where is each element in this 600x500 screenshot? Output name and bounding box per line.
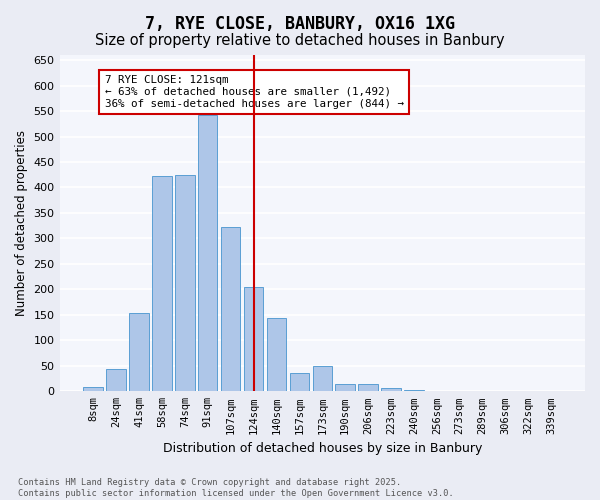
Bar [267, 318, 286, 392]
Bar [83, 387, 103, 392]
Bar [358, 384, 378, 392]
Text: Contains HM Land Registry data © Crown copyright and database right 2025.
Contai: Contains HM Land Registry data © Crown c… [18, 478, 454, 498]
Bar [496, 391, 515, 392]
Text: Size of property relative to detached houses in Banbury: Size of property relative to detached ho… [95, 32, 505, 48]
Bar [198, 114, 217, 392]
Bar [106, 370, 126, 392]
Y-axis label: Number of detached properties: Number of detached properties [15, 130, 28, 316]
Bar [221, 226, 241, 392]
Bar [129, 314, 149, 392]
Bar [313, 366, 332, 392]
Text: 7 RYE CLOSE: 121sqm
← 63% of detached houses are smaller (1,492)
36% of semi-det: 7 RYE CLOSE: 121sqm ← 63% of detached ho… [104, 76, 404, 108]
Bar [404, 390, 424, 392]
Bar [175, 176, 194, 392]
X-axis label: Distribution of detached houses by size in Banbury: Distribution of detached houses by size … [163, 442, 482, 455]
Text: 7, RYE CLOSE, BANBURY, OX16 1XG: 7, RYE CLOSE, BANBURY, OX16 1XG [145, 15, 455, 33]
Bar [335, 384, 355, 392]
Bar [427, 391, 446, 392]
Bar [290, 374, 309, 392]
Bar [244, 288, 263, 392]
Bar [152, 176, 172, 392]
Bar [381, 388, 401, 392]
